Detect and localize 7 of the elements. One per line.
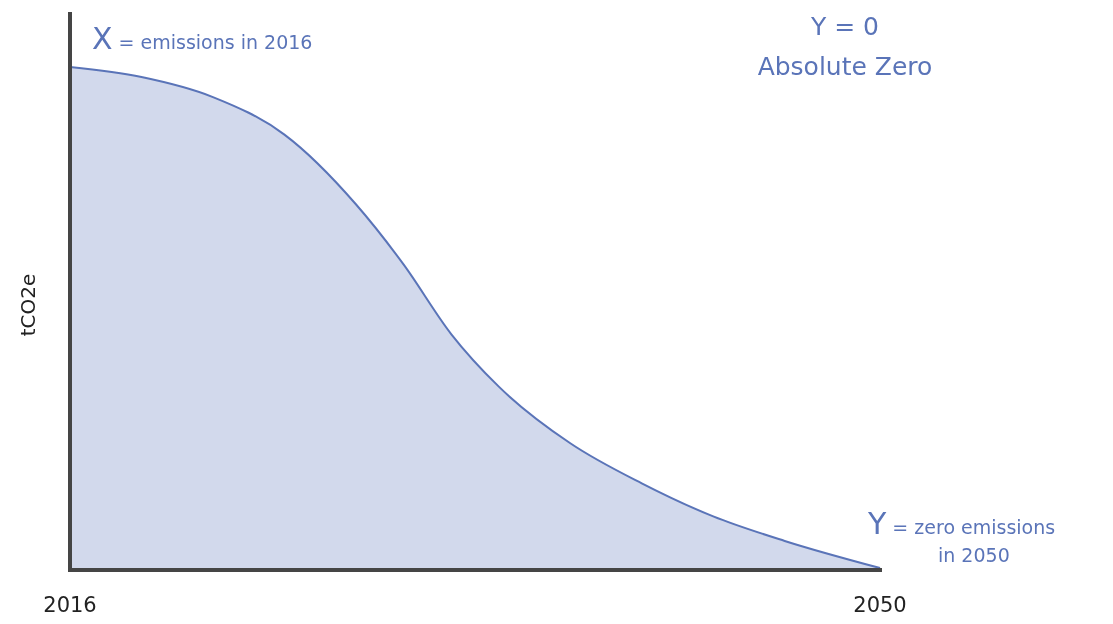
annotation: Y = zero emissions in 2050 [867,506,1056,566]
text: Y = 0 [809,12,880,41]
x-tick-label: 2050 [853,593,907,617]
annotation: Absolute Zero [757,52,933,81]
annotation: X = emissions in 2016 [92,21,313,56]
x-tick-label: 2016 [43,593,97,617]
y-axis-title: tCO2e [16,273,40,337]
